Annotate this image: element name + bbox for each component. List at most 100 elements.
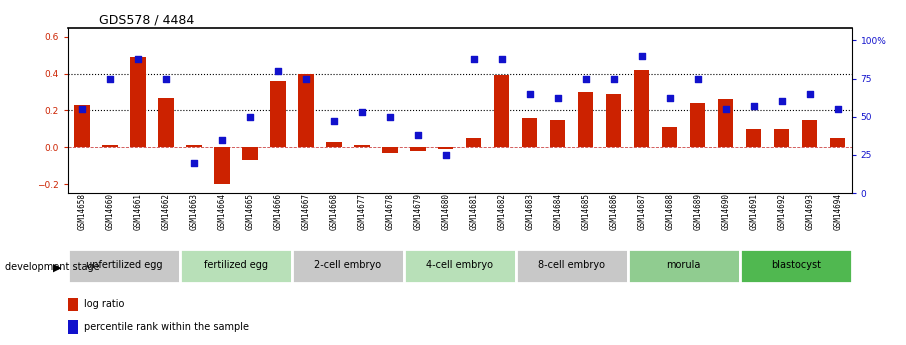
Bar xyxy=(270,81,285,147)
Point xyxy=(382,114,397,119)
Text: percentile rank within the sample: percentile rank within the sample xyxy=(84,322,249,332)
Bar xyxy=(74,105,90,147)
Bar xyxy=(68,320,78,334)
Bar xyxy=(802,120,817,147)
Bar xyxy=(628,248,739,283)
Bar xyxy=(187,145,202,147)
Text: ▶: ▶ xyxy=(53,263,62,272)
Bar xyxy=(292,248,404,283)
Point xyxy=(130,56,145,61)
Bar xyxy=(690,103,706,147)
Point xyxy=(439,152,453,158)
Point xyxy=(551,96,565,101)
Bar xyxy=(718,99,733,147)
Bar xyxy=(298,73,313,147)
Bar xyxy=(578,92,593,147)
Text: GSM14680: GSM14680 xyxy=(441,193,450,230)
Bar xyxy=(466,138,481,147)
Point xyxy=(775,99,789,104)
Bar xyxy=(606,94,622,147)
Point xyxy=(354,109,369,115)
Point xyxy=(74,106,89,112)
Point xyxy=(523,91,537,97)
Text: GSM14663: GSM14663 xyxy=(189,193,198,230)
Text: GSM14690: GSM14690 xyxy=(721,193,730,230)
Text: GSM14668: GSM14668 xyxy=(330,193,338,230)
Text: GSM14685: GSM14685 xyxy=(582,193,590,230)
Bar xyxy=(382,147,398,153)
Text: morula: morula xyxy=(667,260,701,270)
Text: GSM14684: GSM14684 xyxy=(554,193,563,230)
Point xyxy=(495,56,509,61)
Text: development stage: development stage xyxy=(5,263,99,272)
Text: GSM14679: GSM14679 xyxy=(413,193,422,230)
Text: GSM14681: GSM14681 xyxy=(469,193,478,230)
Text: GSM14664: GSM14664 xyxy=(217,193,226,230)
Text: unfertilized egg: unfertilized egg xyxy=(86,260,162,270)
Point xyxy=(467,56,481,61)
Point xyxy=(747,103,761,109)
Text: GSM14692: GSM14692 xyxy=(777,193,786,230)
Text: fertilized egg: fertilized egg xyxy=(204,260,268,270)
Text: GSM14678: GSM14678 xyxy=(385,193,394,230)
Text: GSM14677: GSM14677 xyxy=(357,193,366,230)
Point xyxy=(187,160,201,165)
Bar xyxy=(634,70,650,147)
Bar xyxy=(550,120,565,147)
Text: GSM14686: GSM14686 xyxy=(609,193,618,230)
Bar xyxy=(739,248,852,283)
Point xyxy=(102,76,117,81)
Text: 8-cell embryo: 8-cell embryo xyxy=(538,260,605,270)
Bar xyxy=(830,138,845,147)
Bar xyxy=(774,129,789,147)
Point xyxy=(690,76,705,81)
Point xyxy=(718,106,733,112)
Bar xyxy=(159,98,174,147)
Text: blastocyst: blastocyst xyxy=(771,260,821,270)
Text: GSM14688: GSM14688 xyxy=(665,193,674,230)
Bar xyxy=(516,248,628,283)
Point xyxy=(271,68,285,74)
Point xyxy=(606,76,621,81)
Text: GSM14661: GSM14661 xyxy=(133,193,142,230)
Bar xyxy=(130,57,146,147)
Text: GSM14683: GSM14683 xyxy=(525,193,535,230)
Text: GSM14687: GSM14687 xyxy=(637,193,646,230)
Bar xyxy=(180,248,292,283)
Bar xyxy=(410,147,426,151)
Text: GSM14693: GSM14693 xyxy=(805,193,814,230)
Point xyxy=(326,119,341,124)
Point xyxy=(579,76,593,81)
Text: GDS578 / 4484: GDS578 / 4484 xyxy=(100,13,195,27)
Point xyxy=(159,76,173,81)
Bar xyxy=(404,248,516,283)
Text: log ratio: log ratio xyxy=(84,299,124,309)
Bar xyxy=(326,142,342,147)
Point xyxy=(299,76,313,81)
Point xyxy=(634,53,649,58)
Point xyxy=(831,106,845,112)
Bar xyxy=(242,147,257,160)
Text: GSM14660: GSM14660 xyxy=(105,193,114,230)
Text: GSM14662: GSM14662 xyxy=(161,193,170,230)
Bar xyxy=(746,129,761,147)
Bar xyxy=(102,145,118,147)
Bar xyxy=(439,147,454,149)
Bar xyxy=(214,147,229,184)
Bar xyxy=(354,145,370,147)
Bar xyxy=(68,248,180,283)
Text: GSM14658: GSM14658 xyxy=(77,193,86,230)
Text: GSM14691: GSM14691 xyxy=(749,193,758,230)
Point xyxy=(803,91,817,97)
Bar xyxy=(494,76,509,147)
Bar xyxy=(662,127,678,147)
Text: 4-cell embryo: 4-cell embryo xyxy=(427,260,493,270)
Text: 2-cell embryo: 2-cell embryo xyxy=(314,260,381,270)
Text: GSM14694: GSM14694 xyxy=(834,193,843,230)
Text: GSM14689: GSM14689 xyxy=(693,193,702,230)
Bar xyxy=(68,298,78,311)
Text: GSM14682: GSM14682 xyxy=(497,193,506,230)
Point xyxy=(215,137,229,142)
Point xyxy=(243,114,257,119)
Text: GSM14666: GSM14666 xyxy=(274,193,283,230)
